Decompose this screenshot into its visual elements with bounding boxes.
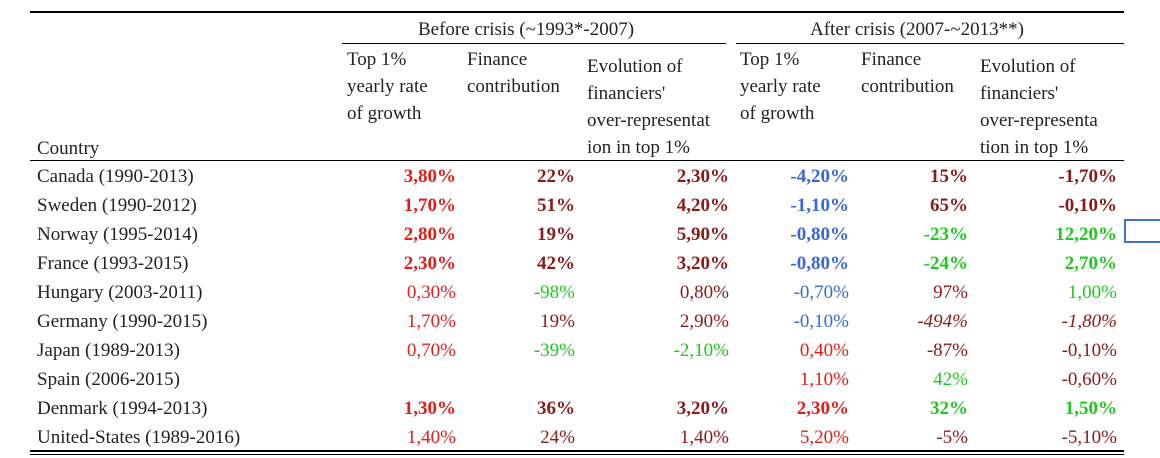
table-cell: 51% <box>537 195 575 216</box>
table-top-rule <box>30 11 1124 13</box>
country-label: Japan (1989-2013) <box>37 340 180 361</box>
table-cell: -0,10% <box>793 311 849 332</box>
table-cell: 2,70% <box>1064 253 1117 274</box>
table-cell: -24% <box>923 253 968 274</box>
table-cell: -1,10% <box>790 195 849 216</box>
table-cell: -4,20% <box>790 166 849 187</box>
table-cell: 42% <box>537 253 575 274</box>
table-cell: -1,80% <box>1061 311 1117 332</box>
table-cell: 0,80% <box>679 282 729 303</box>
country-label: Hungary (2003-2011) <box>37 282 203 303</box>
table-cell: -0,80% <box>790 253 849 274</box>
table-cell: 97% <box>933 282 968 303</box>
country-label: Canada (1990-2013) <box>37 166 194 187</box>
table-cell: 32% <box>930 398 968 419</box>
country-label: United-States (1989-2016) <box>37 427 241 448</box>
table-cell: -87% <box>926 340 968 361</box>
table-cell: -2,10% <box>673 340 729 361</box>
table-cell: 22% <box>537 166 575 187</box>
group-rule-after <box>736 43 1124 44</box>
table-cell: -1,70% <box>1058 166 1117 187</box>
table-cell: -0,80% <box>790 224 849 245</box>
table-cell: 24% <box>540 427 575 448</box>
col-header-after-evolution: Evolution of financiers' over-representa… <box>980 56 1098 158</box>
country-label: Denmark (1994-2013) <box>37 398 208 419</box>
group-header-after: After crisis (2007-~2013**) <box>810 19 1024 40</box>
table-cell: -39% <box>533 340 575 361</box>
table-cell: -5,10% <box>1061 427 1117 448</box>
col-header-country: Country <box>37 138 100 159</box>
table-cell: 1,10% <box>799 369 849 390</box>
table-cell: 1,00% <box>1067 282 1117 303</box>
country-label: Norway (1995-2014) <box>37 224 198 245</box>
table-cell: -23% <box>923 224 968 245</box>
country-label: Spain (2006-2015) <box>37 369 181 390</box>
table-bottom-rule-2 <box>30 454 1124 455</box>
table-cell: 3,20% <box>676 253 729 274</box>
country-label: France (1993-2015) <box>37 253 189 274</box>
table-cell: 2,90% <box>679 311 729 332</box>
table-cell: 3,20% <box>676 398 729 419</box>
table-cell: -0,60% <box>1061 369 1117 390</box>
country-label: Germany (1990-2015) <box>37 311 208 332</box>
header-rule <box>30 160 1124 161</box>
table-cell: 1,70% <box>406 311 456 332</box>
table-cell: 3,80% <box>403 166 456 187</box>
table-cell: 2,30% <box>676 166 729 187</box>
table-cell: 0,70% <box>406 340 456 361</box>
table-cell: 15% <box>930 166 968 187</box>
table-cell: 1,70% <box>403 195 456 216</box>
table-cell: 65% <box>930 195 968 216</box>
group-rule-before <box>342 43 726 44</box>
col-header-before-contribution: Finance contribution <box>467 49 560 97</box>
table-cell: 36% <box>537 398 575 419</box>
table-cell: -0,70% <box>793 282 849 303</box>
group-header-before: Before crisis (~1993*-2007) <box>418 19 635 40</box>
table-cell: -0,10% <box>1061 340 1117 361</box>
table-cell: 19% <box>540 311 575 332</box>
selected-cell-indicator[interactable] <box>1124 219 1160 243</box>
table-cell: 19% <box>537 224 575 245</box>
table-cell: 1,50% <box>1064 398 1117 419</box>
table-cell: 5,90% <box>676 224 729 245</box>
table-cell: -0,10% <box>1058 195 1117 216</box>
table-cell: 2,30% <box>796 398 849 419</box>
table-cell: 1,40% <box>679 427 729 448</box>
country-label: Sweden (1990-2012) <box>37 195 197 216</box>
col-header-after-growth: Top 1% yearly rate of growth <box>740 49 821 124</box>
table-cell: 1,30% <box>403 398 456 419</box>
table-cell: -5% <box>936 427 968 448</box>
col-header-after-contribution: Finance contribution <box>861 49 954 97</box>
col-header-before-evolution: Evolution of financiers' over-representa… <box>587 56 711 158</box>
table-cell: 42% <box>933 369 968 390</box>
table-bottom-rule-1 <box>30 450 1124 452</box>
table-cell: 5,20% <box>799 427 849 448</box>
table-cell: -494% <box>917 311 968 332</box>
table-cell: 0,30% <box>406 282 456 303</box>
table-cell: 4,20% <box>676 195 729 216</box>
table-cell: 12,20% <box>1055 224 1117 245</box>
table-cell: 2,30% <box>403 253 456 274</box>
table-cell: 2,80% <box>403 224 456 245</box>
table-cell: 1,40% <box>406 427 456 448</box>
table-cell: 0,40% <box>799 340 849 361</box>
col-header-before-growth: Top 1% yearly rate of growth <box>347 49 428 124</box>
table-cell: -98% <box>533 282 575 303</box>
